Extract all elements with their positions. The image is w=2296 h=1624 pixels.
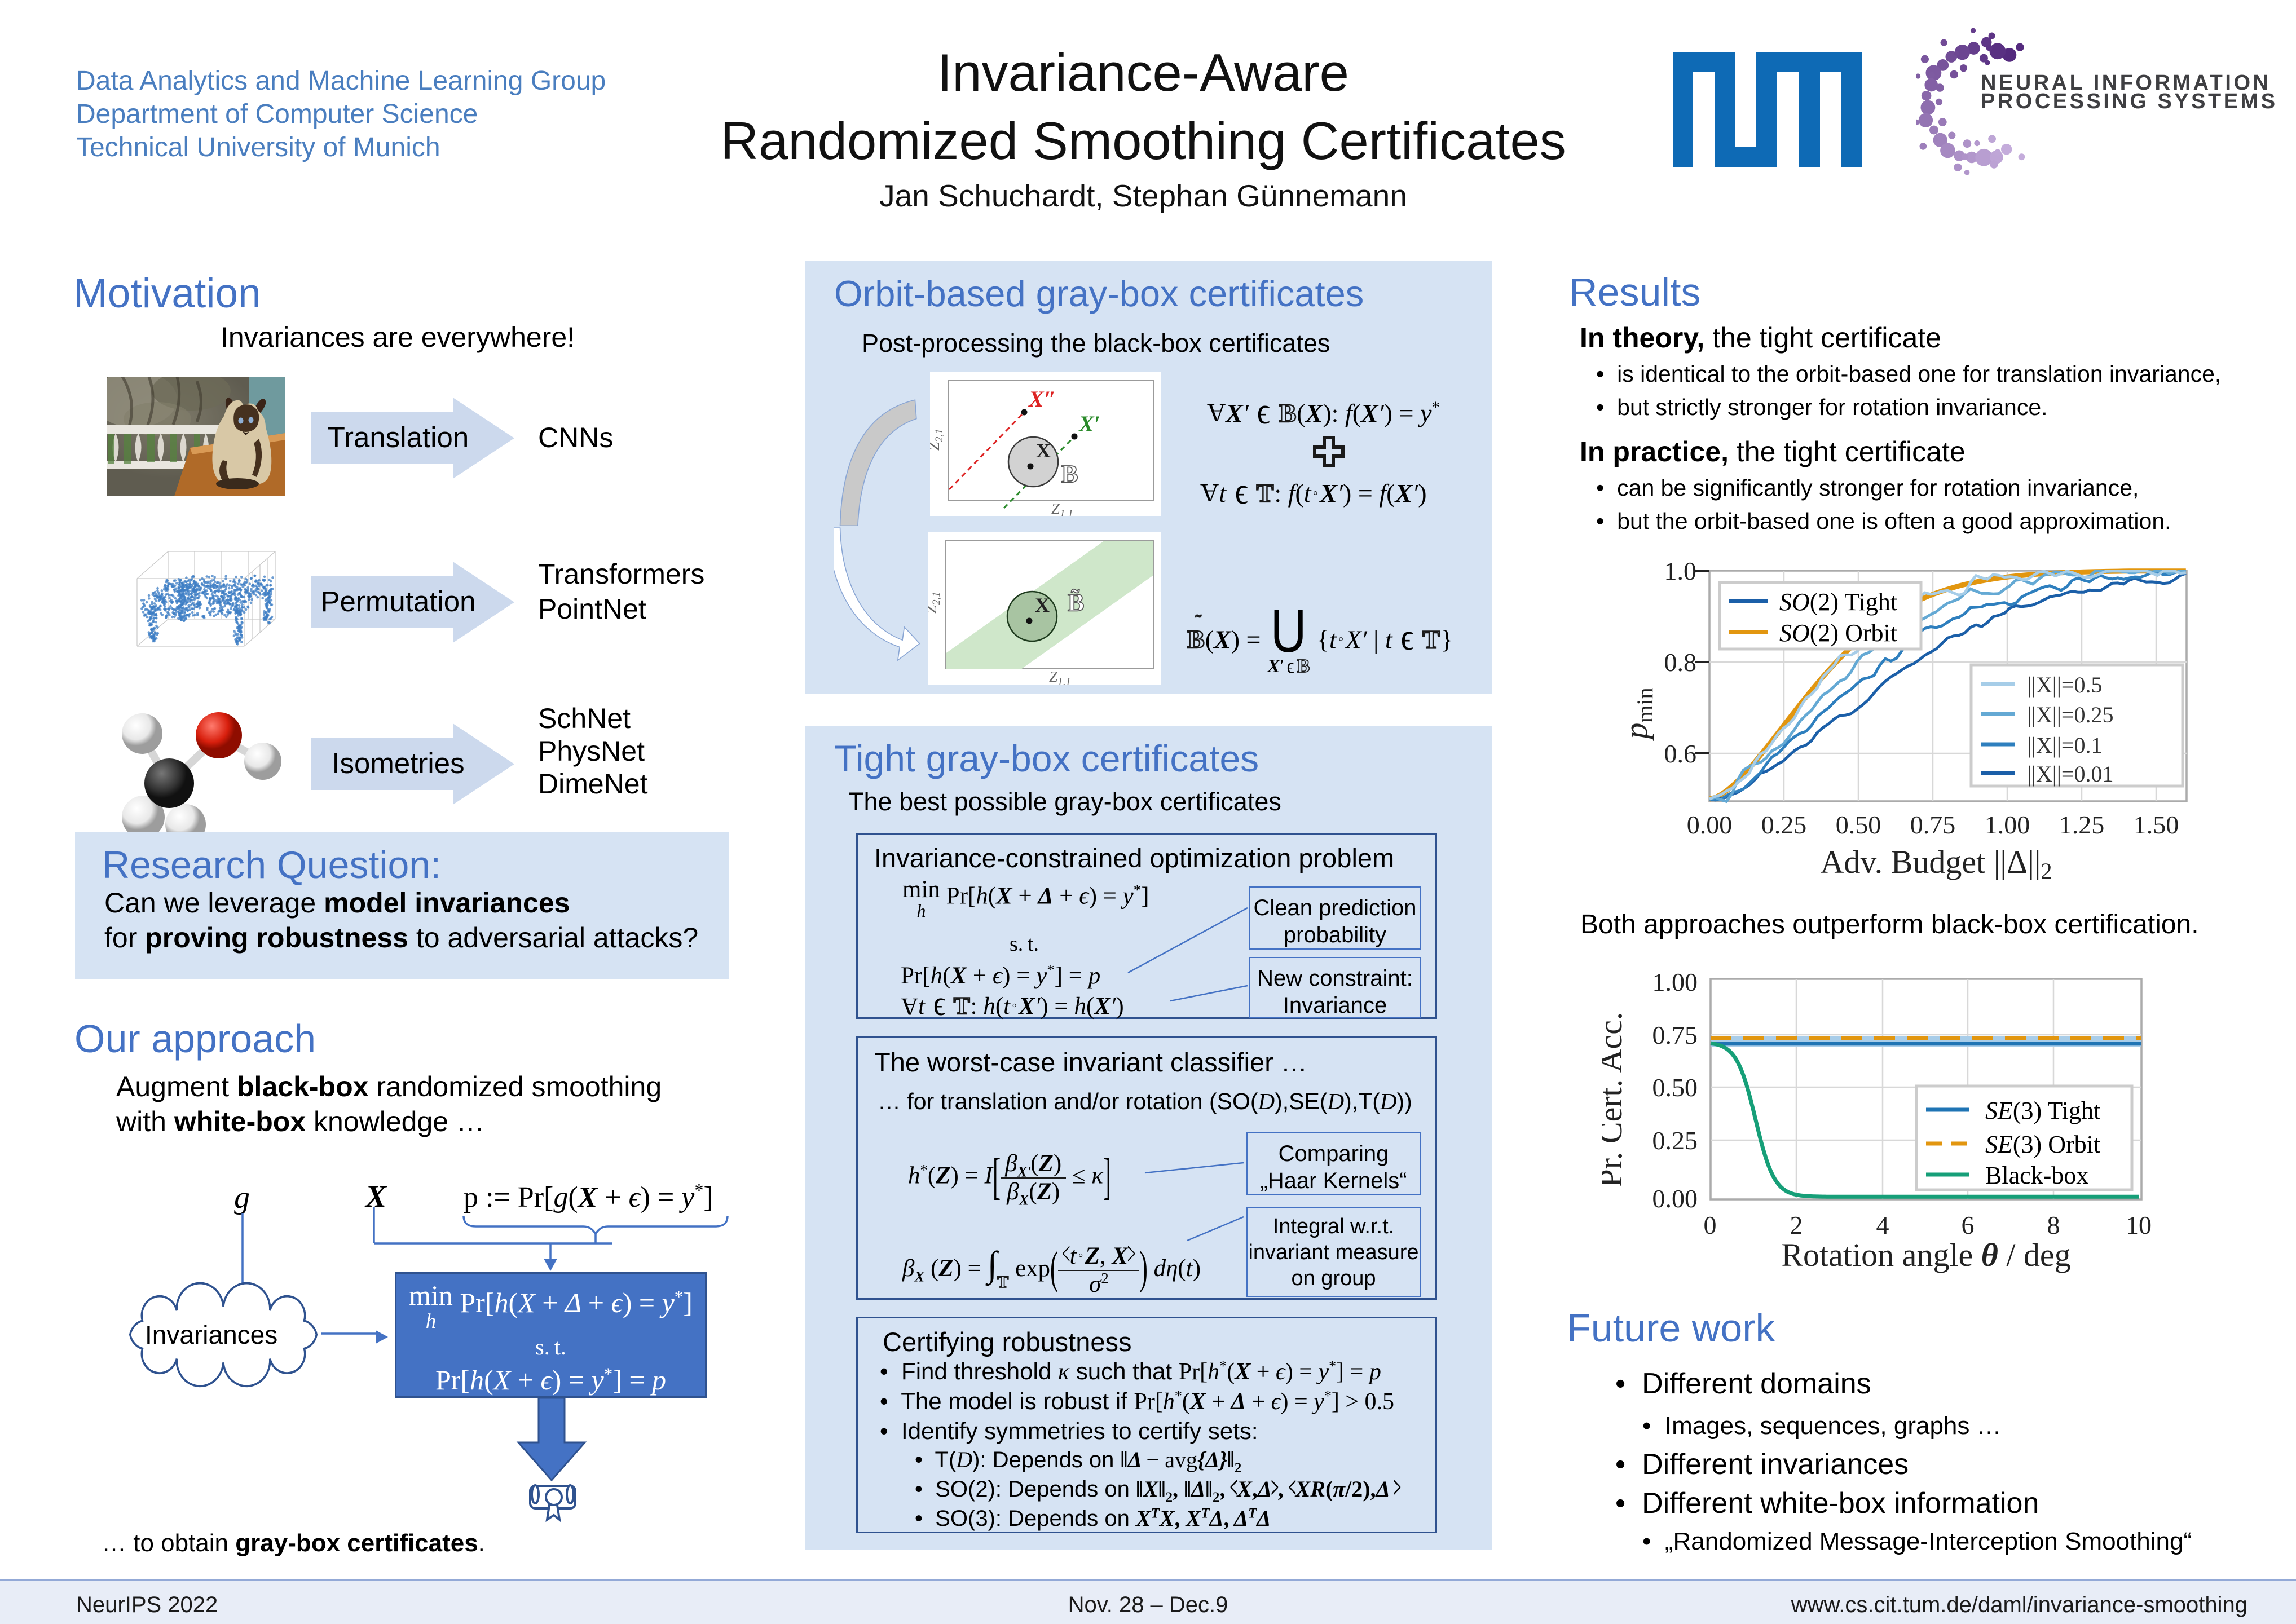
svg-text:1.50: 1.50 <box>2134 810 2179 839</box>
svg-text:X: X <box>1035 594 1050 616</box>
svg-text:||X||=0.25: ||X||=0.25 <box>2027 702 2113 727</box>
svg-text:Rotation angle θ / deg: Rotation angle θ / deg <box>1781 1237 2070 1273</box>
svg-text:X″: X″ <box>1028 386 1056 412</box>
svg-text:0.00: 0.00 <box>1652 1184 1698 1213</box>
svg-text:X′: X′ <box>1078 411 1100 436</box>
svg-text:1.00: 1.00 <box>1652 968 1698 996</box>
svg-text:0.6: 0.6 <box>1664 739 1697 768</box>
svg-text:0.50: 0.50 <box>1652 1073 1698 1102</box>
svg-text:2: 2 <box>1790 1211 1803 1239</box>
svg-text:0.8: 0.8 <box>1664 648 1697 677</box>
svg-text:0.75: 0.75 <box>1652 1021 1698 1049</box>
svg-text:SE(3) Tight: SE(3) Tight <box>1985 1097 2100 1124</box>
svg-text:B̃: B̃ <box>1068 589 1084 616</box>
svg-text:pmin: pmin <box>1618 687 1658 741</box>
svg-text:0.50: 0.50 <box>1836 810 1881 839</box>
svg-text:0: 0 <box>1704 1211 1717 1239</box>
svg-text:1.00: 1.00 <box>1985 810 2030 839</box>
svg-text:||X||=0.5: ||X||=0.5 <box>2027 672 2102 698</box>
svg-text:0.25: 0.25 <box>1652 1126 1698 1155</box>
svg-text:Adv. Budget ||Δ||2: Adv. Budget ||Δ||2 <box>1821 844 2052 884</box>
svg-text:Pr. Cert. Acc.: Pr. Cert. Acc. <box>1602 1012 1629 1188</box>
svg-text:1.0: 1.0 <box>1664 557 1697 585</box>
svg-text:8: 8 <box>2047 1211 2060 1239</box>
svg-text:0.00: 0.00 <box>1687 810 1733 839</box>
svg-text:0.75: 0.75 <box>1910 810 1956 839</box>
svg-text:10: 10 <box>2126 1211 2152 1239</box>
svg-text:4: 4 <box>1876 1211 1889 1239</box>
svg-text:||X||=0.01: ||X||=0.01 <box>2027 761 2113 787</box>
svg-text:0.25: 0.25 <box>1761 810 1807 839</box>
svg-text:SO(2) Tight: SO(2) Tight <box>1779 588 1897 616</box>
svg-text:1.25: 1.25 <box>2059 810 2105 839</box>
svg-text:X: X <box>1036 439 1051 462</box>
svg-text:||X||=0.1: ||X||=0.1 <box>2027 732 2102 758</box>
svg-text:B: B <box>1061 460 1078 488</box>
svg-text:Black-box: Black-box <box>1985 1162 2088 1189</box>
svg-text:6: 6 <box>1962 1211 1975 1239</box>
svg-text:SO(2) Orbit: SO(2) Orbit <box>1779 619 1897 647</box>
svg-text:SE(3) Orbit: SE(3) Orbit <box>1985 1131 2100 1158</box>
